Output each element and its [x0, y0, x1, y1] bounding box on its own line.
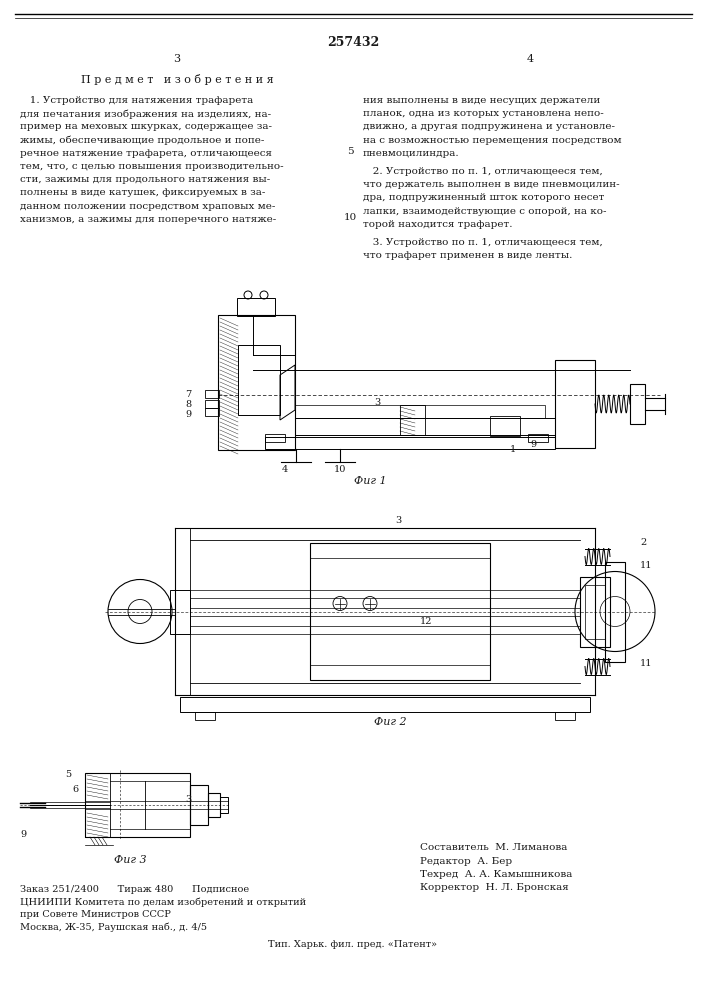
Bar — [237, 298, 275, 316]
Bar — [555, 712, 575, 720]
Text: полнены в виде катушек, фиксируемых в за-: полнены в виде катушек, фиксируемых в за… — [20, 188, 265, 197]
Bar — [205, 390, 219, 398]
Text: 5: 5 — [346, 147, 354, 156]
Text: пневмоцилиндра.: пневмоцилиндра. — [363, 149, 460, 158]
Text: 5: 5 — [65, 770, 71, 779]
Bar — [295, 418, 555, 435]
Bar — [190, 785, 208, 825]
Text: Москва, Ж-35, Раушская наб., д. 4/5: Москва, Ж-35, Раушская наб., д. 4/5 — [20, 922, 207, 932]
Bar — [265, 437, 555, 449]
Text: ния выполнены в виде несущих держатели: ния выполнены в виде несущих держатели — [363, 96, 600, 105]
Text: жимы, обеспечивающие продольное и попе-: жимы, обеспечивающие продольное и попе- — [20, 136, 264, 145]
Text: Фиг 2: Фиг 2 — [374, 717, 407, 727]
Bar — [580, 576, 610, 647]
Bar — [605, 562, 625, 662]
Text: Фиг 3: Фиг 3 — [114, 855, 146, 865]
Text: 8: 8 — [185, 400, 191, 409]
Text: для печатания изображения на изделиях, на-: для печатания изображения на изделиях, н… — [20, 109, 271, 119]
Bar — [630, 384, 645, 424]
Text: 4: 4 — [527, 54, 534, 64]
Text: 9: 9 — [185, 410, 191, 419]
Bar — [195, 712, 215, 720]
Text: 12: 12 — [420, 616, 433, 626]
Text: при Совете Министров СССР: при Совете Министров СССР — [20, 910, 171, 919]
Text: что трафарет применен в виде ленты.: что трафарет применен в виде ленты. — [363, 251, 573, 260]
Bar — [218, 315, 295, 450]
Bar — [295, 405, 545, 418]
Text: 3: 3 — [185, 795, 192, 804]
Text: речное натяжение трафарета, отличающееся: речное натяжение трафарета, отличающееся — [20, 149, 272, 158]
Bar — [220, 797, 228, 813]
Text: 9: 9 — [20, 830, 26, 839]
Text: 3: 3 — [374, 398, 380, 407]
Text: ЦНИИПИ Комитета по делам изобретений и открытий: ЦНИИПИ Комитета по делам изобретений и о… — [20, 898, 306, 907]
Text: Тип. Харьк. фил. пред. «Патент»: Тип. Харьк. фил. пред. «Патент» — [269, 940, 438, 949]
Text: 3: 3 — [173, 54, 180, 64]
Bar — [555, 360, 595, 448]
Text: тем, что, с целью повышения производительно-: тем, что, с целью повышения производител… — [20, 162, 284, 171]
Bar — [170, 589, 190, 634]
Text: Заказ 251/2400      Тираж 480      Подписное: Заказ 251/2400 Тираж 480 Подписное — [20, 885, 249, 894]
Text: планок, одна из которых установлена непо-: планок, одна из которых установлена непо… — [363, 109, 604, 118]
Text: данном положении посредством храповых ме-: данном положении посредством храповых ме… — [20, 202, 275, 211]
Text: Корректор  Н. Л. Бронская: Корректор Н. Л. Бронская — [420, 884, 568, 892]
Text: 3: 3 — [395, 516, 402, 525]
Bar — [528, 434, 548, 442]
Text: 2: 2 — [640, 538, 646, 547]
Bar — [205, 400, 219, 408]
Text: 11: 11 — [640, 658, 653, 668]
Bar — [265, 434, 285, 442]
Text: лапки, взаимодействующие с опорой, на ко-: лапки, взаимодействующие с опорой, на ко… — [363, 207, 607, 216]
Bar — [180, 697, 590, 712]
Text: 6: 6 — [72, 785, 78, 794]
Bar — [205, 408, 219, 416]
Bar — [400, 405, 425, 435]
Text: 4: 4 — [282, 465, 288, 474]
Text: 1. Устройство для натяжения трафарета: 1. Устройство для натяжения трафарета — [20, 96, 253, 105]
Bar — [585, 584, 605, 639]
Text: движно, а другая подпружинена и установле-: движно, а другая подпружинена и установл… — [363, 122, 615, 131]
Bar — [310, 543, 490, 680]
Text: Редактор  А. Бер: Редактор А. Бер — [420, 856, 512, 865]
Text: 1: 1 — [510, 445, 516, 454]
Text: 11: 11 — [640, 562, 653, 570]
Bar — [85, 773, 190, 837]
Text: 9: 9 — [530, 440, 536, 449]
Text: на с возможностью перемещения посредством: на с возможностью перемещения посредство… — [363, 136, 621, 145]
Text: Фиг 1: Фиг 1 — [354, 476, 386, 486]
Text: ханизмов, а зажимы для поперечного натяже-: ханизмов, а зажимы для поперечного натяж… — [20, 215, 276, 224]
Text: 7: 7 — [185, 390, 191, 399]
Text: 257432: 257432 — [327, 36, 379, 49]
Text: 2. Устройство по п. 1, отличающееся тем,: 2. Устройство по п. 1, отличающееся тем, — [363, 167, 603, 176]
Text: 10: 10 — [344, 213, 356, 222]
Text: торой находится трафарет.: торой находится трафарет. — [363, 220, 513, 229]
Text: что держатель выполнен в виде пневмоцилин-: что держатель выполнен в виде пневмоцили… — [363, 180, 619, 189]
Bar — [208, 793, 220, 817]
Text: П р е д м е т   и з о б р е т е н и я: П р е д м е т и з о б р е т е н и я — [81, 74, 274, 85]
Text: сти, зажимы для продольного натяжения вы-: сти, зажимы для продольного натяжения вы… — [20, 175, 270, 184]
Text: 3. Устройство по п. 1, отличающееся тем,: 3. Устройство по п. 1, отличающееся тем, — [363, 238, 603, 247]
Text: 10: 10 — [334, 465, 346, 474]
Bar — [238, 345, 280, 415]
Text: Составитель  М. Лиманова: Составитель М. Лиманова — [420, 843, 568, 852]
Text: дра, подпружиненный шток которого несет: дра, подпружиненный шток которого несет — [363, 193, 604, 202]
Bar — [490, 416, 520, 436]
Text: пример на меховых шкурках, содержащее за-: пример на меховых шкурках, содержащее за… — [20, 122, 272, 131]
Text: Техред  А. А. Камышникова: Техред А. А. Камышникова — [420, 870, 573, 879]
